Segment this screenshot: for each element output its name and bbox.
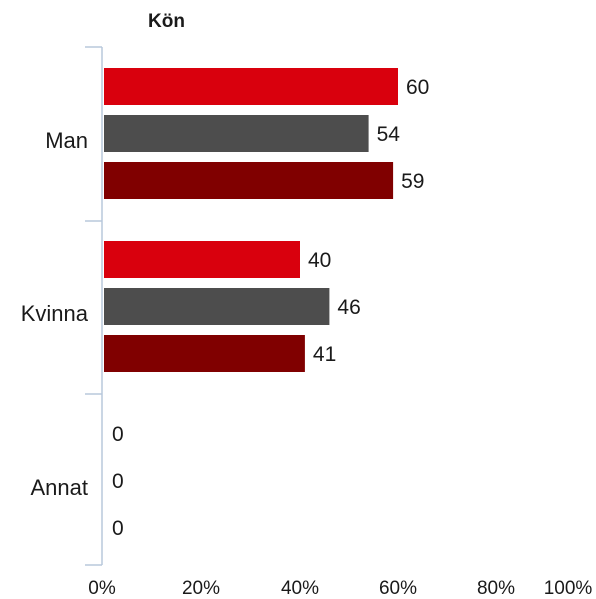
bar	[104, 68, 398, 105]
data-label: 54	[377, 123, 401, 146]
data-label: 41	[313, 343, 336, 366]
x-tick-label: 100%	[544, 578, 593, 599]
y-axis-ticks	[85, 46, 102, 566]
data-label: 59	[401, 170, 424, 193]
category-label: Kvinna	[21, 301, 89, 326]
data-labels: 60 54 59 40 46 41 0 0 0	[112, 76, 429, 540]
bar	[104, 241, 300, 278]
category-label: Man	[45, 128, 88, 153]
x-tick-label: 80%	[477, 578, 515, 599]
bar	[104, 162, 394, 199]
data-label: 0	[112, 517, 124, 540]
bar	[104, 288, 330, 325]
x-tick-label: 40%	[281, 578, 319, 599]
category-label: Annat	[31, 475, 89, 500]
data-label: 60	[406, 76, 429, 99]
bar	[104, 335, 305, 372]
bar	[104, 115, 369, 152]
x-tick-label: 0%	[88, 578, 116, 599]
x-tick-label: 20%	[182, 578, 220, 599]
chart-title: Kön	[148, 11, 185, 32]
data-label: 0	[112, 423, 124, 446]
x-tick-labels: 0% 20% 40% 60% 80% 100%	[88, 578, 592, 599]
x-tick-label: 60%	[379, 578, 417, 599]
category-labels: Man Kvinna Annat	[21, 128, 89, 500]
bars	[104, 68, 398, 372]
data-label: 0	[112, 470, 124, 493]
data-label: 40	[308, 249, 331, 272]
data-label: 46	[337, 296, 360, 319]
